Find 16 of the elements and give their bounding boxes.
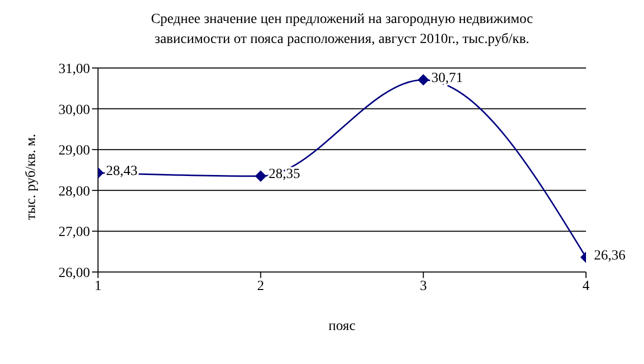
x-tick-label: 1 — [94, 278, 102, 294]
y-tick-label: 27,00 — [58, 225, 90, 240]
y-tick-label: 28,00 — [58, 184, 90, 200]
x-tick-label: 4 — [582, 278, 590, 294]
y-axis-title: тыс. руб/кв. м. — [24, 134, 39, 220]
y-tick-label: 29,00 — [58, 144, 90, 159]
x-tick-label: 3 — [420, 278, 427, 294]
data-label: 28,35 — [268, 167, 300, 182]
chart-title: Среднее значение цен предложений на загородную недвижимос зависимости от пояса расположения, август 2010г., тыс.руб/кв. — [150, 11, 534, 49]
x-axis-title: пояс — [328, 319, 356, 334]
data-label: 30,71 — [431, 70, 463, 86]
data-label: 26,36 — [594, 248, 626, 264]
y-tick-label: 26,00 — [58, 266, 90, 281]
y-tick-label: 31,00 — [58, 62, 90, 77]
y-tick-label: 30,00 — [58, 102, 90, 118]
x-tick-label: 2 — [257, 278, 264, 294]
